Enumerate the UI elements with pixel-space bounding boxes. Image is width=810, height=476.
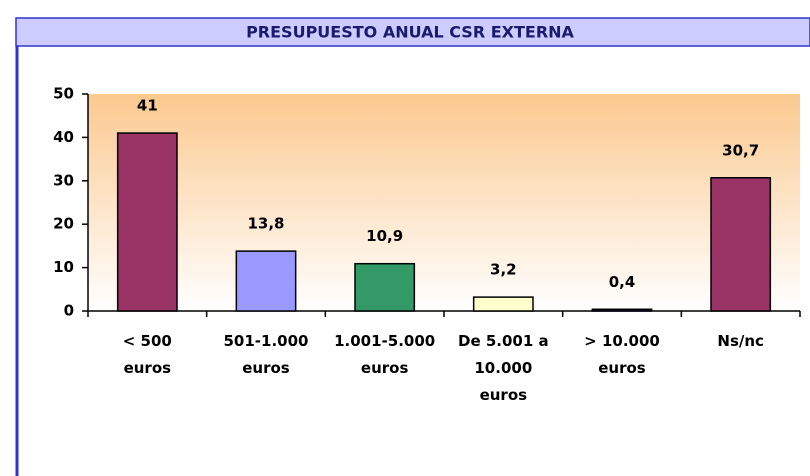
value-label: 13,8: [247, 215, 284, 233]
x-tick-label: < 500 euros: [123, 332, 172, 377]
bar: [235, 250, 297, 312]
bar: [710, 177, 772, 312]
bar: [354, 262, 416, 312]
x-tick-label: De 5.001 a 10.000 euros: [458, 332, 549, 404]
value-label: 30,7: [722, 141, 759, 159]
y-tick-label: 30: [53, 171, 74, 189]
y-tick-label: 50: [53, 85, 74, 103]
bar: [116, 132, 178, 312]
bar: [591, 308, 653, 312]
y-tick-label: 10: [53, 258, 74, 276]
value-label: 41: [137, 97, 158, 115]
x-tick-label: Ns/nc: [717, 332, 764, 350]
value-label: 3,2: [490, 261, 517, 279]
plot-area: [88, 94, 800, 311]
title-bar: [15, 17, 810, 47]
y-tick-label: 0: [64, 302, 74, 320]
value-label: 0,4: [609, 273, 636, 291]
y-tick-label: 40: [53, 128, 74, 146]
chart-title: PRESUPUESTO ANUAL CSR EXTERNA: [246, 23, 574, 42]
bar: [472, 296, 534, 312]
x-tick-label: 501-1.000 euros: [224, 332, 309, 377]
y-tick-label: 20: [53, 215, 74, 233]
x-tick-label: 1.001-5.000 euros: [334, 332, 435, 377]
x-tick-label: > 10.000 euros: [584, 332, 660, 377]
value-label: 10,9: [366, 227, 403, 245]
